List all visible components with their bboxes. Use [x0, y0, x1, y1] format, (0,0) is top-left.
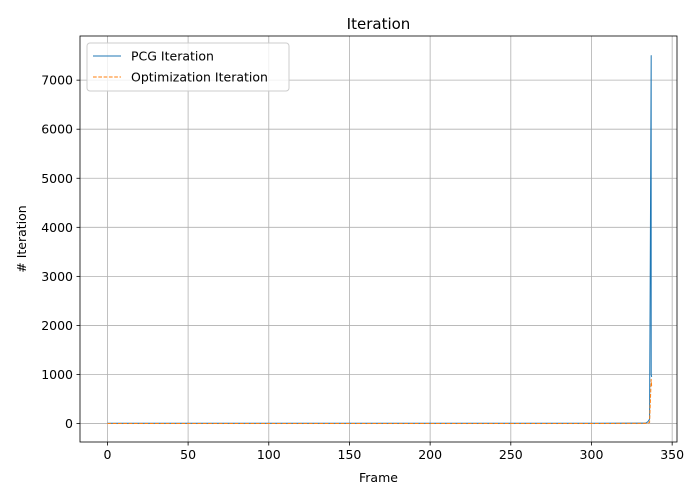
y-tick-label: 5000: [41, 171, 73, 186]
x-tick-label: 50: [180, 447, 196, 462]
chart-title: Iteration: [347, 15, 411, 33]
x-tick-label: 100: [257, 447, 281, 462]
y-tick-label: 4000: [41, 220, 73, 235]
y-tick-label: 0: [65, 416, 73, 431]
legend-label-1: Optimization Iteration: [131, 70, 268, 85]
x-tick-label: 350: [660, 447, 684, 462]
y-tick-label: 3000: [41, 269, 73, 284]
x-tick-label: 0: [103, 447, 111, 462]
x-tick-label: 150: [338, 447, 362, 462]
legend-label-0: PCG Iteration: [131, 49, 214, 64]
x-axis-label: Frame: [359, 470, 398, 485]
series-line-1: [107, 378, 653, 424]
y-tick-label: 6000: [41, 122, 73, 137]
y-tick-label: 2000: [41, 318, 73, 333]
plot-series: [107, 55, 653, 424]
x-tick-label: 200: [418, 447, 442, 462]
legend: PCG Iteration Optimization Iteration: [86, 42, 290, 92]
plot-frame: [79, 35, 678, 443]
y-axis-label: # Iteration: [14, 205, 29, 272]
x-tick-label: 300: [580, 447, 604, 462]
axis-ticks: 0 50 100 150 200 250 300 350 0 1000 2000 3000 4000 50…: [41, 73, 684, 462]
y-tick-label: 7000: [41, 73, 73, 88]
y-tick-label: 1000: [41, 367, 73, 382]
legend-box: [86, 42, 290, 92]
x-tick-label: 250: [499, 447, 523, 462]
